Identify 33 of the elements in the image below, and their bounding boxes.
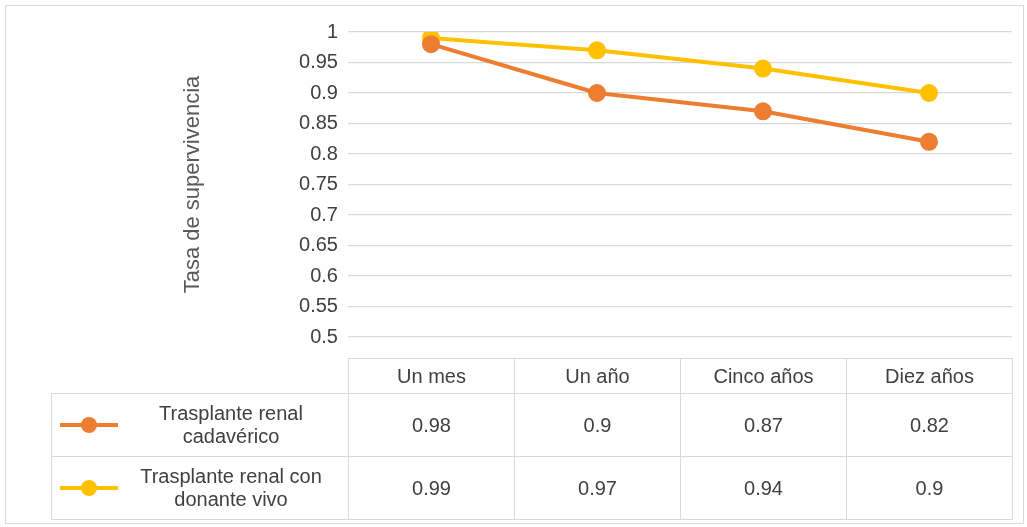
x-tick-label: Cinco años [680,358,847,394]
y-tick-label: 1 [326,19,338,42]
data-label: 0.9 [514,393,681,457]
y-tick-label: 0.65 [299,233,338,256]
y-tick-label: 0.95 [299,50,338,73]
y-tick-label: 0.75 [299,172,338,195]
data-label: 0.82 [846,393,1013,457]
point [754,59,772,78]
y-tick-label: 0.7 [310,202,338,225]
point [754,102,772,121]
legend-label: Trasplante renal con donante vivo [139,465,323,511]
data-label: 0.9 [846,456,1013,520]
point [920,132,938,151]
y-tick-label: 0.8 [310,141,338,164]
y-tick-label: 0.85 [299,111,338,134]
x-tick-label: Diez años [846,358,1013,394]
point [422,35,440,54]
point [588,41,606,60]
y-axis-title: Tasa de supervivencia [179,74,205,294]
y-tick-label: 0.6 [310,263,338,286]
x-tick-label: Un mes [348,358,515,394]
y-tick-label: 0.9 [310,80,338,103]
data-label: 0.99 [348,456,515,520]
data-label: 0.97 [514,456,681,520]
data-label: 0.87 [680,393,847,457]
y-tick-label: 0.55 [299,294,338,317]
y-tick-label: 0.5 [310,324,338,347]
point [588,84,606,102]
data-label: 0.98 [348,393,515,457]
point [920,84,938,102]
data-label: 0.94 [680,456,847,520]
x-tick-label: Un año [514,358,681,394]
legend-label: Trasplante renal cadavérico [158,402,304,448]
